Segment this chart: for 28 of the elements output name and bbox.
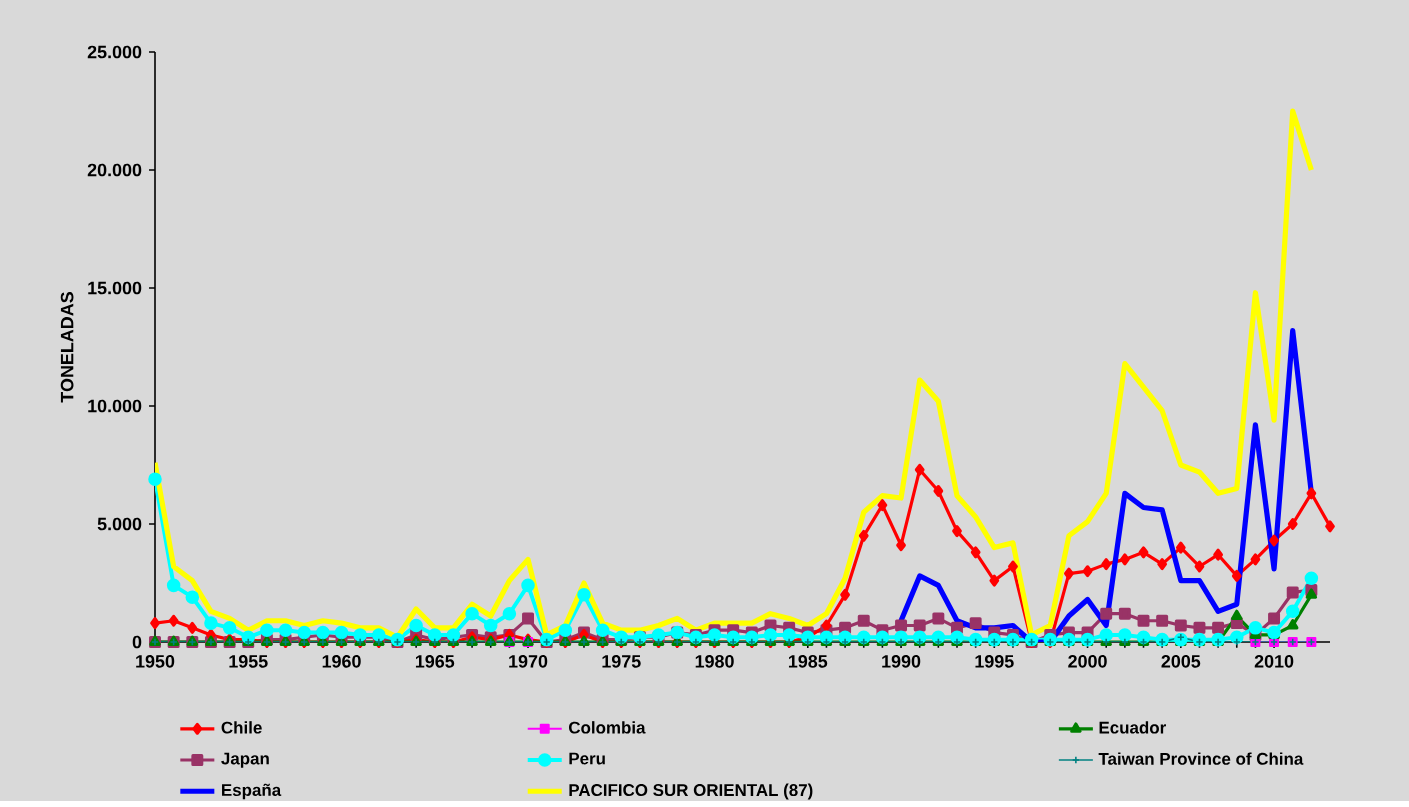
y-tick-label: 20.000 [87, 163, 142, 177]
legend-label: Taiwan Province of China [1098, 752, 1304, 765]
legend-label: Japan [221, 752, 269, 768]
x-tick-label: 1965 [415, 655, 455, 668]
x-tick-label: 1970 [509, 655, 548, 668]
x-tick-label: 1985 [788, 655, 828, 668]
x-tick-label: 1980 [695, 655, 734, 668]
y-tick-label: 15.000 [88, 281, 142, 295]
y-axis-title: TONELADAS [60, 292, 74, 403]
x-tick-label: 1990 [882, 655, 921, 668]
legend-label: Peru [569, 752, 605, 765]
legend-label: Ecuador [1099, 721, 1166, 734]
y-tick-label: 0 [132, 635, 142, 649]
y-tick-label: 10.000 [88, 399, 142, 413]
x-tick-label: 1955 [229, 655, 268, 668]
y-tick-label: 5.000 [97, 517, 142, 531]
x-tick-label: 1975 [602, 655, 641, 668]
x-tick-label: 1960 [322, 655, 361, 668]
legend-label: Colombia [569, 721, 646, 734]
x-tick-label: 2005 [1161, 655, 1201, 668]
x-tick-label: 2000 [1068, 655, 1107, 668]
legend-label: PACIFICO SUR ORIENTAL (87) [569, 783, 813, 800]
legend-label: Chile [221, 721, 262, 734]
x-tick-label: 1995 [975, 655, 1014, 668]
y-tick-label: 25.000 [87, 45, 142, 59]
legend-label: España [222, 783, 282, 800]
x-tick-label: 2010 [1254, 655, 1294, 668]
x-tick-label: 1950 [136, 655, 175, 668]
